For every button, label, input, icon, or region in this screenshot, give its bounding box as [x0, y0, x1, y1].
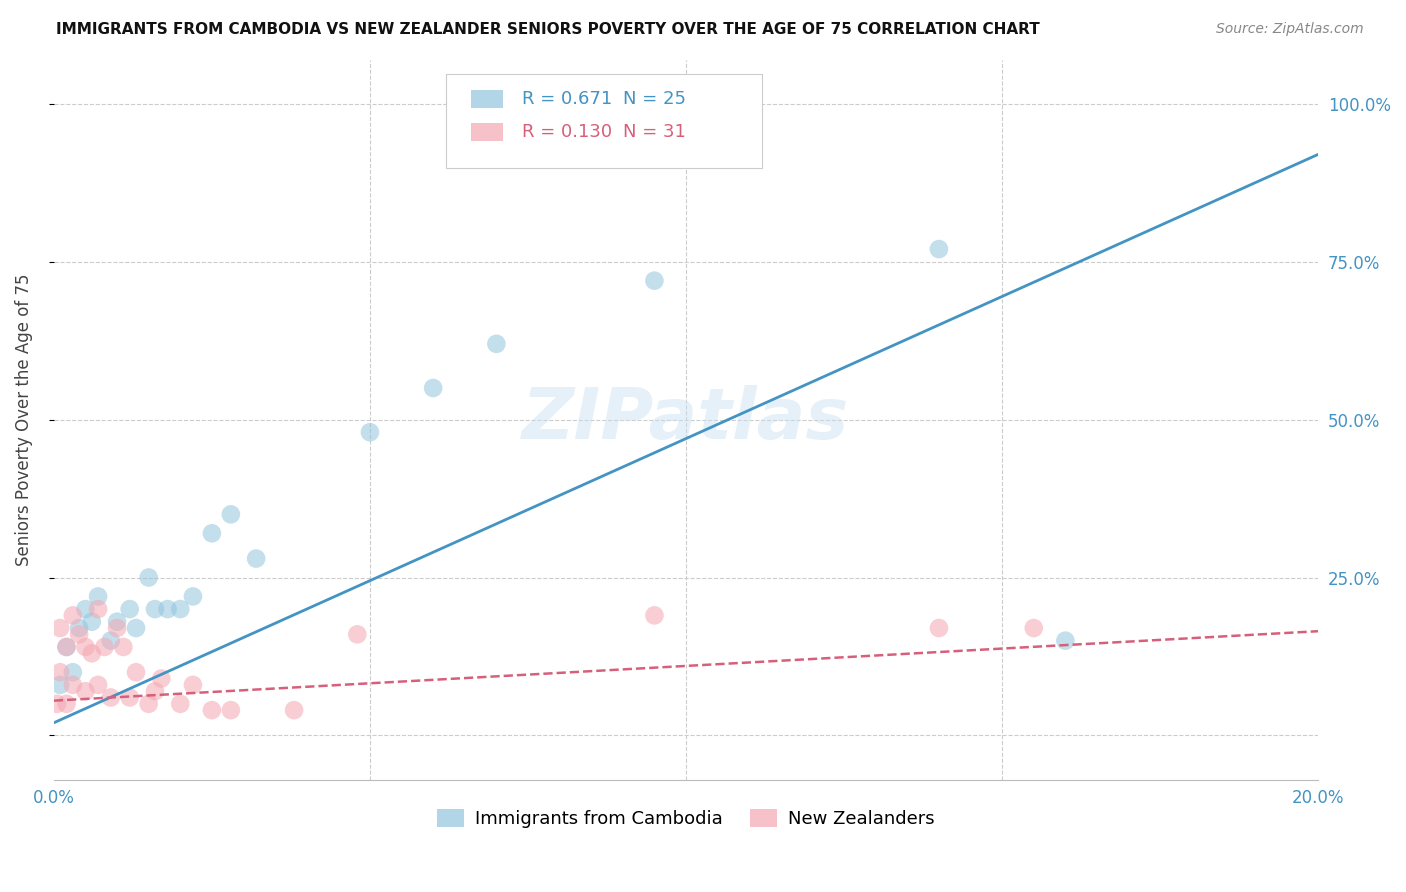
- Text: R = 0.130: R = 0.130: [522, 122, 612, 141]
- Point: [150, 672, 173, 686]
- Point: [643, 608, 665, 623]
- Point: [87, 678, 110, 692]
- FancyBboxPatch shape: [446, 74, 762, 168]
- Point: [1054, 633, 1077, 648]
- Point: [87, 590, 110, 604]
- Point: [1022, 621, 1045, 635]
- Point: [245, 551, 267, 566]
- Point: [169, 697, 191, 711]
- Point: [181, 678, 204, 692]
- Legend: Immigrants from Cambodia, New Zealanders: Immigrants from Cambodia, New Zealanders: [430, 802, 942, 836]
- Text: IMMIGRANTS FROM CAMBODIA VS NEW ZEALANDER SENIORS POVERTY OVER THE AGE OF 75 COR: IMMIGRANTS FROM CAMBODIA VS NEW ZEALANDE…: [56, 22, 1040, 37]
- Point: [125, 621, 148, 635]
- Point: [62, 665, 84, 680]
- Point: [55, 697, 77, 711]
- Point: [125, 665, 148, 680]
- Text: Source: ZipAtlas.com: Source: ZipAtlas.com: [1216, 22, 1364, 37]
- Point: [93, 640, 115, 654]
- Point: [928, 621, 950, 635]
- FancyBboxPatch shape: [471, 122, 503, 141]
- Point: [359, 425, 381, 440]
- Point: [55, 640, 77, 654]
- Point: [156, 602, 179, 616]
- Point: [219, 508, 242, 522]
- Point: [201, 703, 224, 717]
- Point: [62, 678, 84, 692]
- Point: [143, 602, 166, 616]
- Point: [138, 697, 160, 711]
- FancyBboxPatch shape: [471, 90, 503, 108]
- Point: [105, 615, 128, 629]
- Point: [105, 621, 128, 635]
- Point: [49, 665, 72, 680]
- Point: [118, 690, 141, 705]
- Point: [118, 602, 141, 616]
- Point: [80, 646, 103, 660]
- Point: [62, 608, 84, 623]
- Point: [49, 621, 72, 635]
- Point: [283, 703, 305, 717]
- Text: ZIPatlas: ZIPatlas: [523, 385, 849, 454]
- Point: [143, 684, 166, 698]
- Point: [46, 697, 69, 711]
- Point: [100, 633, 122, 648]
- Point: [181, 590, 204, 604]
- Point: [112, 640, 135, 654]
- Point: [67, 627, 90, 641]
- Point: [201, 526, 224, 541]
- Y-axis label: Seniors Poverty Over the Age of 75: Seniors Poverty Over the Age of 75: [15, 273, 32, 566]
- Point: [75, 640, 97, 654]
- Point: [100, 690, 122, 705]
- Point: [643, 274, 665, 288]
- Point: [485, 336, 508, 351]
- Point: [87, 602, 110, 616]
- Point: [75, 602, 97, 616]
- Point: [422, 381, 444, 395]
- Point: [80, 615, 103, 629]
- Point: [49, 678, 72, 692]
- Text: N = 31: N = 31: [623, 122, 686, 141]
- Point: [67, 621, 90, 635]
- Point: [346, 627, 368, 641]
- Text: N = 25: N = 25: [623, 90, 686, 108]
- Point: [75, 684, 97, 698]
- Point: [138, 570, 160, 584]
- Point: [928, 242, 950, 256]
- Point: [169, 602, 191, 616]
- Text: R = 0.671: R = 0.671: [522, 90, 612, 108]
- Point: [219, 703, 242, 717]
- Point: [55, 640, 77, 654]
